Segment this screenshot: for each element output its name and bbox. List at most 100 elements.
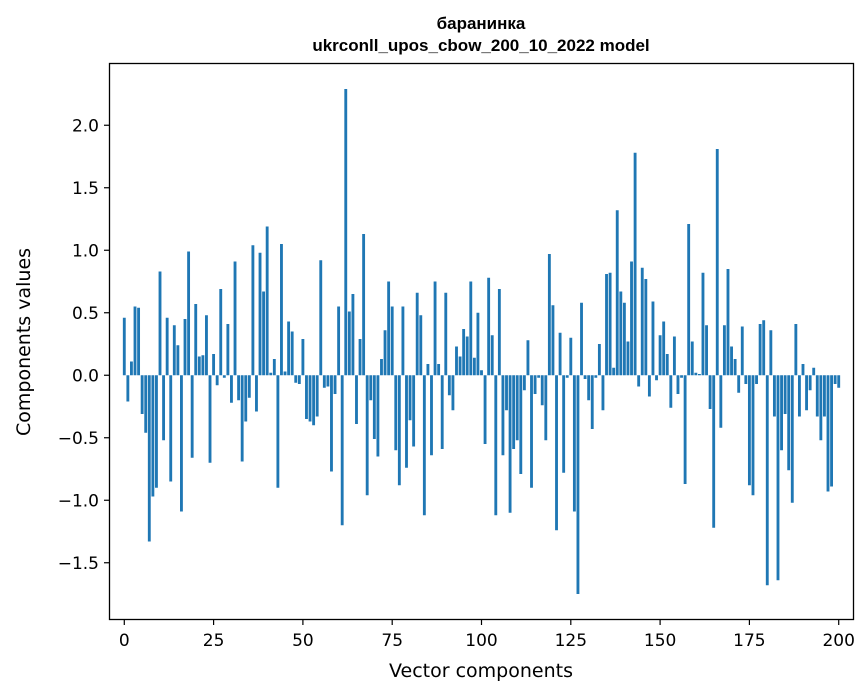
bar-192 (808, 375, 812, 391)
bar-62 (344, 89, 348, 376)
y-tick-label: 0.5 (72, 304, 99, 324)
bar-102 (487, 277, 491, 376)
x-tick-label: 175 (733, 631, 765, 651)
bar-186 (787, 375, 791, 471)
bar-171 (733, 359, 737, 376)
bar-85 (426, 364, 430, 376)
y-tick-label: 1.0 (72, 241, 99, 261)
bar-63 (347, 311, 351, 376)
chart-title-line-1: баранинка (437, 14, 526, 33)
bar-71 (376, 375, 380, 457)
bar-90 (444, 292, 448, 376)
bar-96 (465, 336, 469, 376)
bar-136 (608, 272, 612, 376)
bar-199 (833, 375, 837, 384)
bar-94 (458, 356, 462, 376)
bar-135 (605, 274, 608, 376)
bar-169 (726, 269, 730, 376)
bar-66 (358, 339, 362, 376)
bar-40 (265, 226, 269, 376)
bar-142 (630, 261, 633, 376)
bar-129 (583, 375, 587, 379)
bar-185 (783, 375, 787, 414)
bar-152 (665, 354, 669, 376)
bar-36 (251, 245, 255, 376)
bar-139 (619, 291, 623, 376)
x-tick-label: 25 (203, 631, 225, 651)
bar-98 (472, 357, 476, 376)
bar-86 (430, 375, 433, 456)
bar-76 (394, 375, 398, 451)
bar-134 (601, 375, 605, 411)
bar-159 (690, 341, 694, 376)
bar-29 (226, 324, 230, 376)
bar-4 (137, 307, 141, 376)
bar-17 (183, 319, 187, 376)
bar-60 (337, 306, 341, 376)
bar-153 (669, 375, 673, 408)
bar-198 (830, 375, 833, 487)
bar-151 (662, 321, 666, 376)
bar-49 (297, 375, 301, 384)
bar-111 (519, 375, 523, 474)
bar-series (122, 89, 841, 594)
bar-39 (262, 291, 266, 376)
bar-110 (515, 375, 519, 441)
bar-77 (397, 375, 401, 486)
bar-113 (526, 340, 530, 376)
bar-18 (187, 251, 191, 376)
bar-10 (158, 271, 162, 376)
bar-107 (505, 375, 508, 411)
bar-182 (772, 375, 776, 417)
x-axis-title: Vector components (389, 660, 573, 682)
bar-120 (551, 305, 555, 376)
bar-106 (501, 375, 505, 456)
bar-150 (658, 335, 662, 376)
bar-178 (758, 324, 762, 376)
bar-154 (672, 336, 676, 376)
y-tick-label: 0.0 (72, 366, 99, 386)
bar-64 (351, 294, 355, 376)
bar-15 (176, 345, 180, 376)
bar-161 (697, 374, 701, 376)
bar-20 (194, 304, 198, 376)
bar-149 (655, 375, 658, 381)
bar-44 (280, 244, 283, 376)
bar-19 (190, 375, 194, 458)
bar-181 (769, 330, 773, 376)
bar-155 (676, 375, 680, 394)
y-tick-label: −0.5 (58, 429, 99, 449)
bar-194 (815, 375, 819, 417)
bar-22 (201, 355, 205, 376)
bar-7 (147, 375, 151, 542)
bar-2 (130, 361, 133, 376)
bar-145 (640, 267, 644, 376)
bar-117 (540, 375, 544, 406)
bar-73 (383, 330, 387, 376)
bar-38 (258, 252, 262, 376)
bar-191 (805, 375, 808, 411)
bar-170 (730, 346, 733, 376)
y-tick-label: −1.5 (58, 554, 99, 574)
bar-48 (294, 375, 298, 383)
bar-175 (747, 375, 751, 486)
bar-156 (680, 375, 683, 378)
bar-173 (740, 326, 744, 376)
bar-1 (126, 375, 130, 402)
bar-74 (387, 281, 391, 376)
bar-119 (547, 254, 551, 376)
bar-24 (208, 375, 212, 463)
bar-27 (219, 289, 223, 376)
bar-190 (801, 364, 805, 376)
bar-9 (155, 375, 158, 488)
y-axis-ticks: −1.5 −1.0 −0.5 0.0 0.5 1.0 1.5 2.0 (58, 116, 110, 574)
y-tick-label: −1.0 (58, 491, 99, 511)
bar-122 (558, 332, 562, 376)
bar-51 (305, 375, 308, 419)
bar-23 (205, 315, 208, 376)
bar-13 (169, 375, 173, 482)
x-tick-label: 125 (555, 631, 587, 651)
bar-130 (587, 375, 591, 401)
bar-158 (687, 224, 691, 376)
